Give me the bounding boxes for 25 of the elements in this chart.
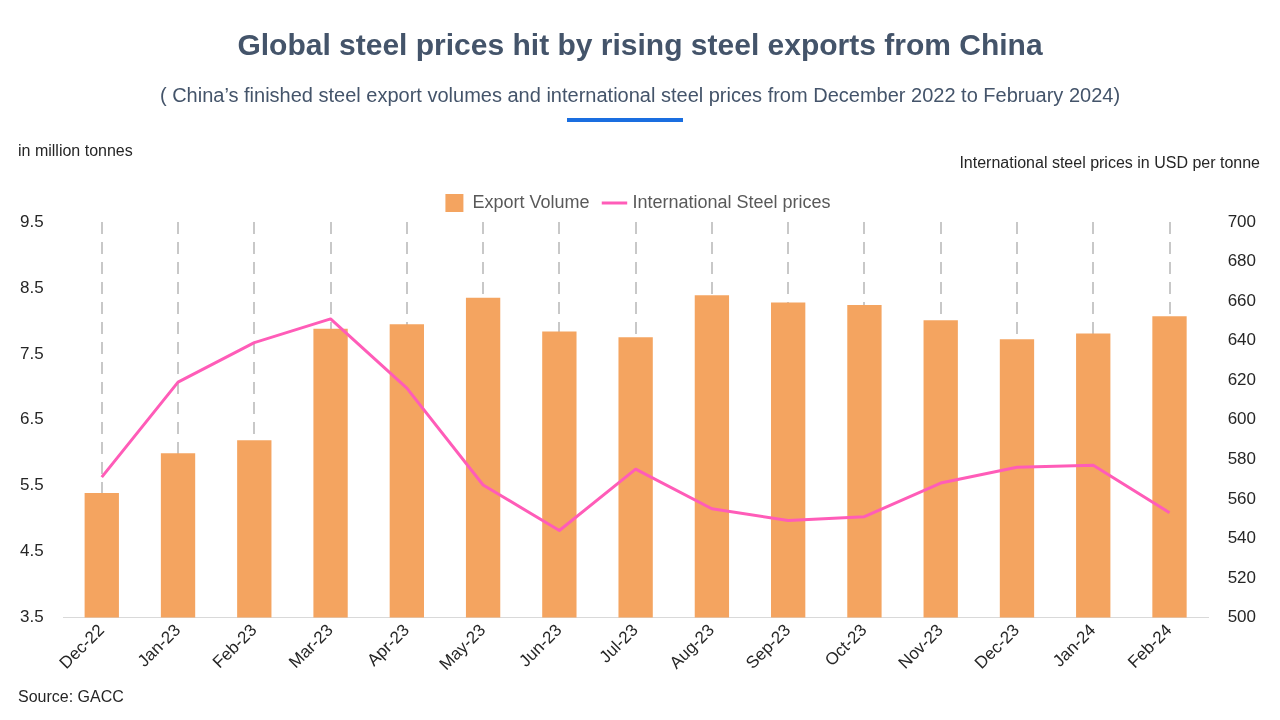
y-tick-label: 9.5 [19,211,44,231]
legend-label: International Steel prices [632,191,831,212]
y2-tick-label: 540 [1227,528,1257,548]
chart-title: Global steel prices hit by rising steel exports from China [236,28,1044,62]
y-axis-title: in million tonnes [18,142,133,160]
y-tick-label: 7.5 [19,343,44,363]
y2-tick-label: 660 [1227,290,1257,310]
y2-tick-label: 520 [1227,567,1257,587]
source-note: Source: GACC [18,688,124,706]
y2-tick-label: 640 [1227,330,1257,350]
y2-tick-label: 580 [1227,448,1257,468]
y2-tick-label: 680 [1227,251,1257,271]
y-tick-label: 4.5 [19,541,44,561]
y-tick-label: 5.5 [19,475,44,495]
chart-subtitle: ( China’s finished steel export volumes and international steel prices from December 2022 to February 2024) [158,84,1122,107]
y-tick-label: 8.5 [19,277,44,297]
y-tick-label: 6.5 [19,409,44,429]
y2-tick-label: 700 [1227,211,1257,231]
y2-tick-label: 560 [1227,488,1257,508]
y2-tick-label: 600 [1227,409,1257,429]
y2-tick-label: 500 [1227,607,1257,627]
y-tick-label: 3.5 [19,607,44,627]
y2-axis-title: International steel prices in USD per tonne [959,154,1260,172]
legend-label: Export Volume [472,191,590,212]
y2-tick-label: 620 [1227,369,1257,389]
